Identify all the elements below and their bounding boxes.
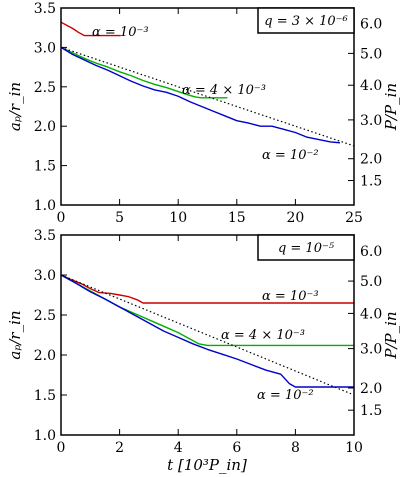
right-tick-label: 1.5 xyxy=(360,174,382,190)
y-tick-label: 2.5 xyxy=(34,308,56,324)
y-tick-label: 2.0 xyxy=(34,348,56,364)
x-tick-label: 25 xyxy=(345,210,363,226)
trend-line xyxy=(60,274,355,396)
right-tick-label: 5.0 xyxy=(360,274,382,290)
panel-bottom: 0 2 4 6 8 10 1.0 1.5 2.0 2.5 3.0 3.5 1.5 2.0 3.0 4.0 5.0… xyxy=(6,228,400,474)
right-tick-label: 4.0 xyxy=(360,78,382,94)
q-label-box xyxy=(257,7,355,34)
y-tick-label: 1.5 xyxy=(34,159,56,175)
y-tick-label: 3.5 xyxy=(34,1,56,17)
y-tick-label: 2.5 xyxy=(34,80,56,96)
x-tick-label: 10 xyxy=(345,440,363,456)
series-line xyxy=(60,274,354,347)
x-tick-label: 0 xyxy=(57,440,66,456)
plot-frame xyxy=(60,234,355,436)
series-annotation: α = 4 × 10⁻³ xyxy=(182,83,266,98)
y-tick-label: 3.5 xyxy=(34,228,56,244)
x-tick-label: 15 xyxy=(228,210,246,226)
y-tick-label: 1.0 xyxy=(34,198,56,214)
x-tick-label: 5 xyxy=(115,210,124,226)
y-tick-label: 3.0 xyxy=(34,40,56,56)
q-label: q = 10⁻⁵ xyxy=(278,241,335,256)
q-label: q = 3 × 10⁻⁶ xyxy=(264,14,348,29)
y-axis-label-right: P/P_in xyxy=(382,311,400,359)
panel-top: 0 5 10 15 20 25 1.0 1.5 2.0 2.5 3.0 3.5 1.5 2.0 3.0 4.0… xyxy=(6,1,400,226)
x-tick-label: 10 xyxy=(169,210,187,226)
y-tick-label: 3.0 xyxy=(34,268,56,284)
x-tick-label: 0 xyxy=(57,210,66,226)
right-tick-label: 6.0 xyxy=(360,17,382,33)
right-tick-label: 5.0 xyxy=(360,46,382,62)
x-tick-label: 6 xyxy=(232,440,241,456)
y-axis-label-right: P/P_in xyxy=(382,83,400,131)
y-axis-label: aₚ/r_in xyxy=(6,82,24,131)
series-line xyxy=(60,46,228,99)
x-tick-label: 20 xyxy=(286,210,304,226)
right-tick-label: 2.0 xyxy=(360,381,382,397)
plot-frame xyxy=(60,7,355,206)
series-line xyxy=(60,274,354,388)
series-annotation: α = 10⁻² xyxy=(257,388,314,403)
x-tick-label: 4 xyxy=(174,440,183,456)
series-annotation: α = 10⁻³ xyxy=(262,289,319,304)
series-line xyxy=(60,46,340,144)
series-line xyxy=(60,21,121,37)
right-tick-label: 1.5 xyxy=(360,403,382,419)
y-axis-label: aₚ/r_in xyxy=(6,310,24,359)
right-tick-label: 2.0 xyxy=(360,152,382,168)
series-annotation: α = 10⁻³ xyxy=(92,25,149,40)
series-line xyxy=(60,274,354,304)
y-tick-label: 2.0 xyxy=(34,119,56,135)
right-tick-label: 3.0 xyxy=(360,113,382,129)
right-tick-label: 4.0 xyxy=(360,306,382,322)
y-tick-label: 1.5 xyxy=(34,388,56,404)
x-tick-label: 8 xyxy=(291,440,300,456)
q-label-box xyxy=(257,234,355,261)
right-tick-label: 6.0 xyxy=(360,244,382,260)
y-tick-label: 1.0 xyxy=(34,428,56,444)
series-annotation: α = 4 × 10⁻³ xyxy=(221,328,305,343)
x-tick-label: 2 xyxy=(115,440,124,456)
x-axis-label: t [10³P_in] xyxy=(167,456,247,474)
right-tick-label: 3.0 xyxy=(360,342,382,358)
series-annotation: α = 10⁻² xyxy=(262,148,319,163)
